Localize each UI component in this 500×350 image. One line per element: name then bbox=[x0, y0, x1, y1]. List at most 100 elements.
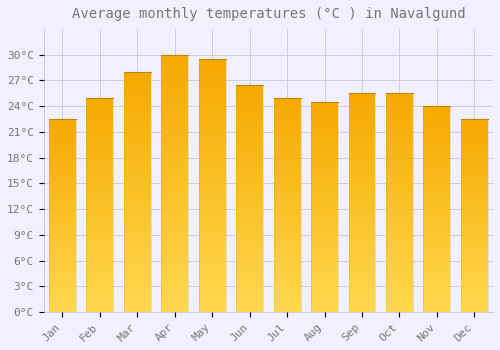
Bar bbox=[348, 273, 376, 275]
Bar bbox=[124, 300, 151, 302]
Bar bbox=[348, 299, 376, 301]
Bar bbox=[348, 148, 376, 150]
Bar bbox=[198, 203, 226, 206]
Bar bbox=[424, 279, 450, 281]
Bar bbox=[461, 256, 488, 258]
Bar bbox=[236, 133, 263, 135]
Bar bbox=[86, 136, 114, 138]
Bar bbox=[49, 119, 76, 121]
Bar bbox=[386, 242, 413, 244]
Bar bbox=[49, 214, 76, 216]
Bar bbox=[461, 229, 488, 231]
Bar bbox=[198, 299, 226, 302]
Bar bbox=[124, 221, 151, 223]
Bar bbox=[86, 119, 114, 121]
Bar bbox=[424, 119, 450, 121]
Bar bbox=[162, 263, 188, 266]
Bar bbox=[198, 87, 226, 89]
Bar bbox=[424, 281, 450, 283]
Bar bbox=[348, 216, 376, 218]
Bar bbox=[236, 178, 263, 180]
Bar bbox=[198, 183, 226, 186]
Bar bbox=[274, 214, 300, 216]
Bar bbox=[236, 144, 263, 146]
Bar bbox=[86, 203, 114, 205]
Bar bbox=[386, 187, 413, 190]
Bar bbox=[162, 279, 188, 281]
Bar bbox=[124, 108, 151, 110]
Bar bbox=[124, 115, 151, 118]
Bar bbox=[86, 134, 114, 136]
Bar bbox=[236, 126, 263, 128]
Bar bbox=[124, 194, 151, 197]
Bar bbox=[348, 222, 376, 224]
Bar bbox=[424, 260, 450, 262]
Bar bbox=[348, 214, 376, 216]
Bar bbox=[49, 277, 76, 279]
Bar bbox=[124, 127, 151, 130]
Bar bbox=[236, 128, 263, 130]
Bar bbox=[86, 254, 114, 256]
Bar bbox=[386, 163, 413, 166]
Bar bbox=[198, 284, 226, 287]
Bar bbox=[348, 233, 376, 236]
Bar bbox=[274, 166, 300, 168]
Bar bbox=[311, 280, 338, 282]
Bar bbox=[424, 199, 450, 201]
Bar bbox=[424, 250, 450, 252]
Bar bbox=[86, 310, 114, 312]
Bar bbox=[162, 256, 188, 258]
Bar bbox=[49, 285, 76, 287]
Bar bbox=[49, 183, 76, 185]
Bar bbox=[461, 302, 488, 304]
Bar bbox=[162, 196, 188, 199]
Bar bbox=[274, 282, 300, 284]
Bar bbox=[236, 303, 263, 305]
Bar bbox=[198, 244, 226, 246]
Bar bbox=[461, 125, 488, 127]
Bar bbox=[162, 286, 188, 289]
Bar bbox=[461, 306, 488, 308]
Bar bbox=[386, 233, 413, 236]
Bar bbox=[49, 275, 76, 277]
Bar bbox=[311, 135, 338, 138]
Bar bbox=[461, 291, 488, 293]
Bar bbox=[162, 109, 188, 111]
Bar bbox=[86, 149, 114, 151]
Bar bbox=[311, 278, 338, 280]
Bar bbox=[386, 262, 413, 264]
Bar bbox=[274, 303, 300, 306]
Bar bbox=[386, 207, 413, 209]
Bar bbox=[424, 178, 450, 180]
Bar bbox=[124, 283, 151, 286]
Bar bbox=[311, 205, 338, 207]
Bar bbox=[49, 243, 76, 244]
Bar bbox=[424, 257, 450, 258]
Bar bbox=[86, 151, 114, 153]
Bar bbox=[236, 139, 263, 141]
Bar bbox=[86, 106, 114, 108]
Bar bbox=[236, 275, 263, 278]
Bar bbox=[274, 196, 300, 198]
Bar bbox=[386, 255, 413, 257]
Bar bbox=[348, 146, 376, 148]
Bar bbox=[274, 293, 300, 295]
Bar bbox=[461, 169, 488, 171]
Bar bbox=[162, 194, 188, 196]
Bar bbox=[311, 259, 338, 261]
Bar bbox=[386, 229, 413, 231]
Bar bbox=[86, 269, 114, 271]
Bar bbox=[461, 198, 488, 200]
Bar bbox=[274, 301, 300, 303]
Bar bbox=[424, 139, 450, 141]
Bar bbox=[198, 59, 226, 62]
Bar bbox=[348, 111, 376, 113]
Bar bbox=[311, 148, 338, 150]
Bar bbox=[461, 150, 488, 152]
Bar bbox=[311, 301, 338, 303]
Bar bbox=[236, 110, 263, 112]
Bar bbox=[124, 79, 151, 82]
Bar bbox=[198, 120, 226, 122]
Bar bbox=[274, 254, 300, 256]
Bar bbox=[162, 88, 188, 91]
